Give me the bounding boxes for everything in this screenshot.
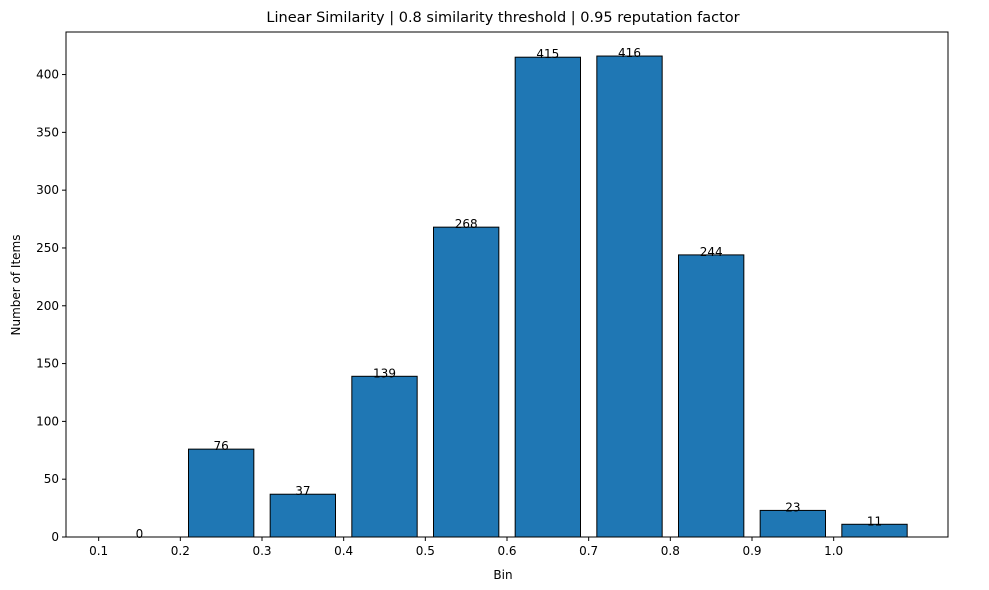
y-tick-label: 250 [36, 241, 59, 255]
x-axis-title: Bin [493, 568, 512, 582]
bar-value-label: 139 [373, 366, 396, 380]
x-tick-label: 0.6 [497, 544, 516, 558]
bar-value-label: 244 [700, 245, 723, 259]
y-tick-label: 350 [36, 125, 59, 139]
bar-value-label: 76 [214, 439, 229, 453]
plot-area: 0 76 37 139 268 415 416 244 23 11 0.1 0.2 0.3 0.4 0.5 0… [36, 31, 949, 558]
x-tick-label: 1.0 [824, 544, 843, 558]
x-tick-label: 0.1 [89, 544, 108, 558]
x-tick-label: 0.5 [416, 544, 435, 558]
bar [678, 254, 745, 538]
bar-value-label: 268 [455, 217, 478, 231]
x-tick-label: 0.2 [171, 544, 190, 558]
x-tick-label: 0.3 [252, 544, 271, 558]
bar-value-label: 37 [295, 484, 310, 498]
bar-value-label: 11 [867, 514, 882, 528]
x-tick-label: 0.4 [334, 544, 353, 558]
y-tick-label: 200 [36, 299, 59, 313]
y-tick-label: 100 [36, 414, 59, 428]
bar [188, 448, 255, 538]
y-tick-label: 0 [51, 530, 59, 544]
y-axis-title: Number of Items [9, 235, 23, 336]
x-tick-label: 0.8 [661, 544, 680, 558]
chart-title: Linear Similarity | 0.8 similarity thres… [266, 10, 739, 26]
bar-value-label: 23 [785, 500, 800, 514]
y-tick-label: 300 [36, 183, 59, 197]
y-tick-label: 150 [36, 357, 59, 371]
bar [514, 56, 582, 538]
x-tick-label: 0.7 [579, 544, 598, 558]
y-tick-label: 400 [36, 68, 59, 82]
bar [269, 493, 336, 538]
bar [433, 226, 500, 538]
bar-value-label: 416 [618, 46, 641, 60]
bar-value-label: 415 [536, 47, 559, 61]
bar-value-label: 0 [136, 527, 144, 541]
bar [351, 375, 418, 538]
y-tick-label: 50 [44, 472, 59, 486]
x-tick-label: 0.9 [742, 544, 761, 558]
bar [596, 55, 663, 538]
